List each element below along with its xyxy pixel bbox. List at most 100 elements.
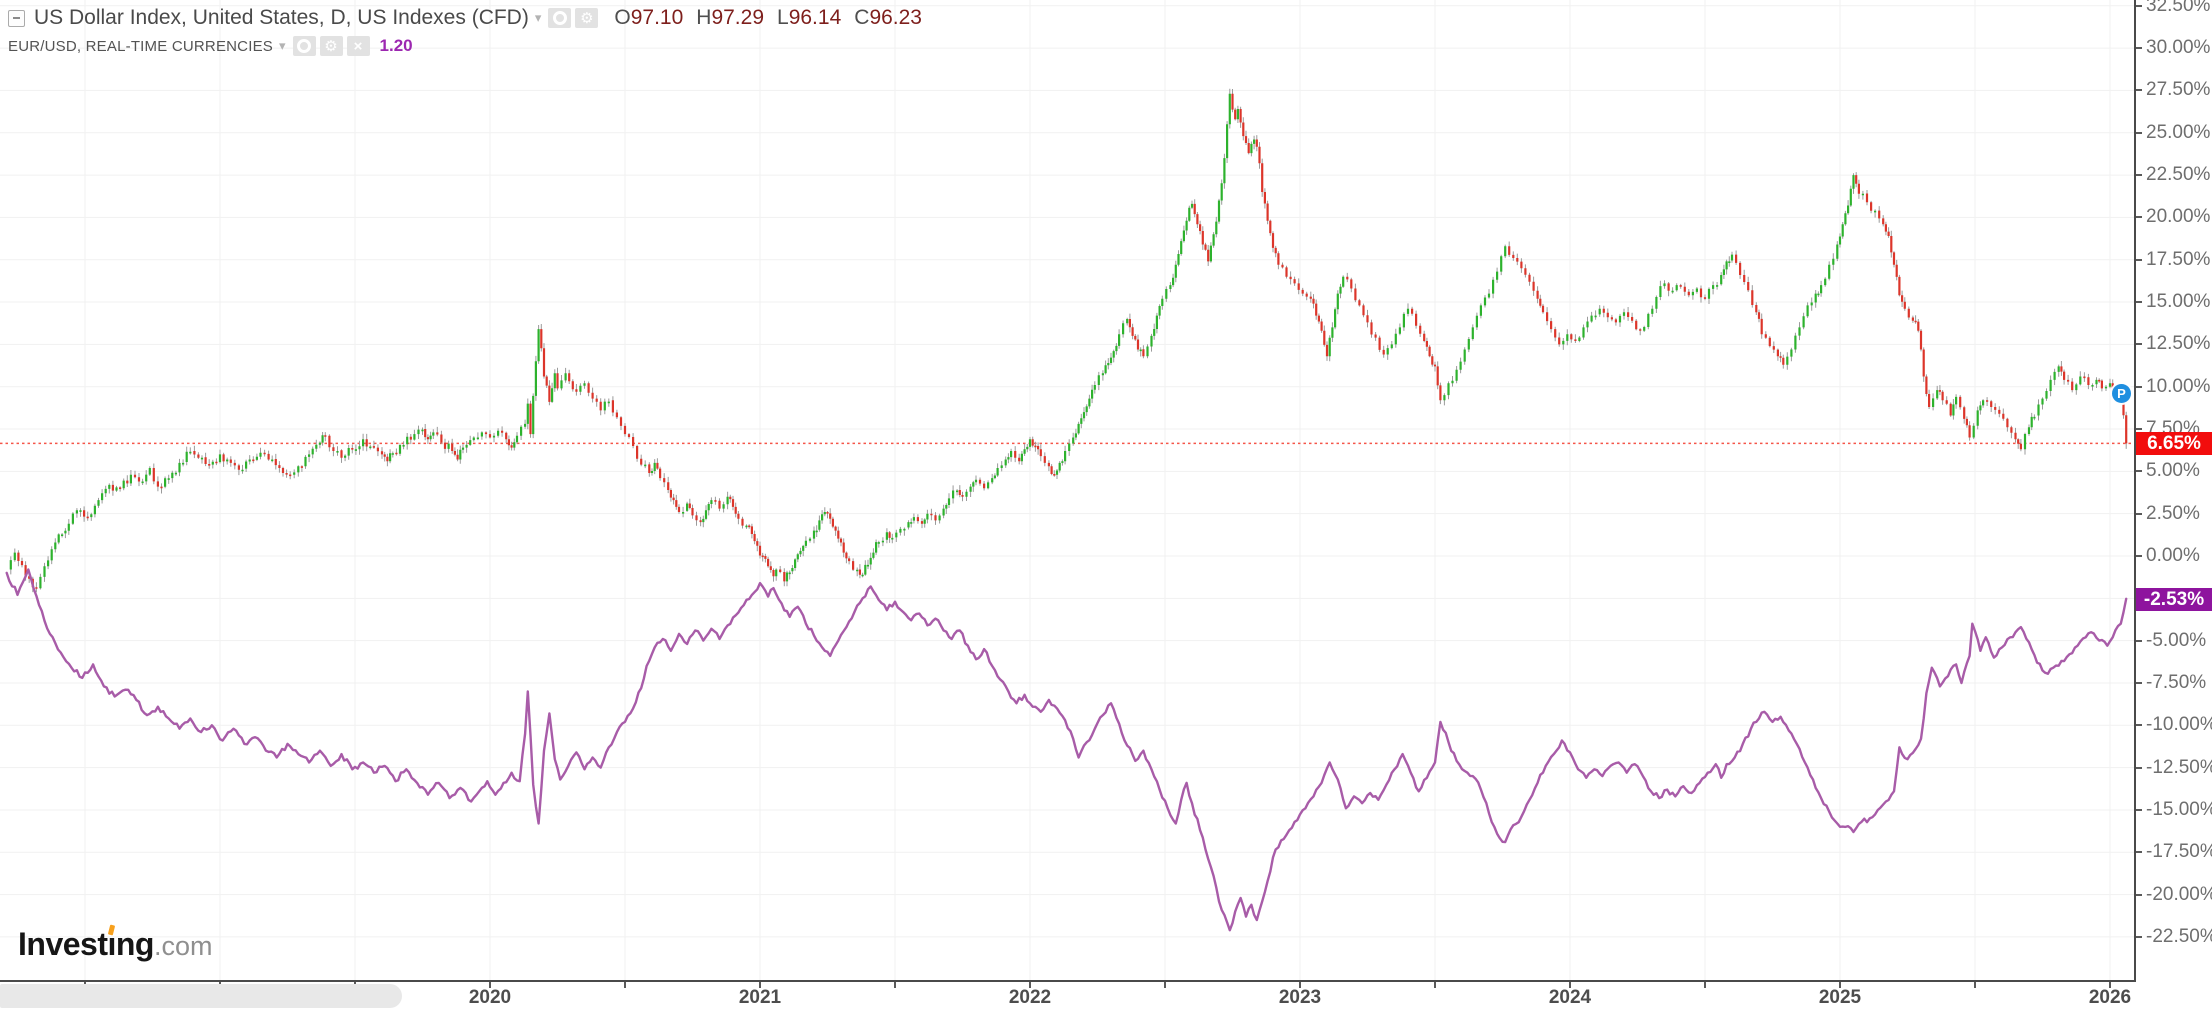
price-axis-tick (2136, 216, 2142, 219)
close-label: C (854, 6, 870, 29)
compare-symbol-value: 1.20 (379, 36, 413, 55)
price-axis-label: -7.50% (2146, 671, 2207, 693)
price-axis-label: -20.00% (2146, 883, 2212, 905)
symbol-title[interactable]: US Dollar Index, United States, D, US In… (34, 6, 529, 29)
compare-symbol-title[interactable]: EUR/USD, REAL-TIME CURRENCIES (8, 37, 273, 55)
price-axis-tick (2136, 512, 2142, 515)
price-axis-label: 15.00% (2146, 291, 2211, 313)
price-axis-tick (2136, 893, 2142, 896)
price-axis-tick (2136, 385, 2142, 388)
price-axis-label: 22.50% (2146, 164, 2211, 186)
price-axis-tick (2136, 4, 2142, 7)
eye-ring-icon (552, 11, 567, 25)
legend-row-usd-index: US Dollar Index, United States, D, US In… (8, 5, 935, 31)
close-value: 96.23 (869, 6, 922, 29)
horizontal-scrollbar-thumb[interactable] (0, 984, 402, 1008)
time-axis-tick (1974, 982, 1976, 988)
price-axis-tick (2136, 935, 2142, 938)
gear-icon: ⚙ (324, 36, 338, 55)
time-axis-tick (1704, 982, 1706, 988)
price-marker-label: P (2117, 386, 2126, 401)
legend-collapse-icon[interactable] (8, 9, 25, 27)
investing-logo: Investıng.com (18, 926, 213, 962)
price-axis-label: -12.50% (2146, 756, 2212, 778)
time-axis-year-label: 2020 (468, 987, 512, 1008)
close-icon: × (353, 37, 363, 55)
chevron-down-icon[interactable]: ▾ (534, 10, 542, 25)
open-label: O (614, 6, 631, 29)
price-axis-tick (2136, 301, 2142, 304)
remove-series-button[interactable]: × (346, 36, 370, 56)
price-axis-label: 10.00% (2146, 375, 2211, 397)
chevron-down-icon[interactable]: ▾ (279, 38, 286, 53)
gear-icon: ⚙ (580, 8, 594, 27)
time-axis-year-label: 2026 (2088, 987, 2132, 1008)
time-axis-tick (1029, 982, 1031, 988)
visibility-toggle-button[interactable] (292, 36, 316, 56)
time-axis[interactable]: 2020 2021 2022 2023 2024 2025 2026 (0, 982, 2212, 1008)
time-axis-tick (1434, 982, 1436, 988)
price-axis-tick (2136, 89, 2142, 92)
price-axis-tick (2136, 808, 2142, 811)
price-axis-tick (2136, 681, 2142, 684)
price-axis-label: 30.00% (2146, 37, 2211, 59)
price-axis-tick (2136, 343, 2142, 346)
chart-canvas (0, 0, 2134, 980)
time-axis-tick (759, 982, 761, 988)
usd-candle-wicks (10, 88, 2127, 593)
usd-candles-down (17, 93, 2128, 589)
settings-button[interactable]: ⚙ (575, 8, 599, 28)
open-value: 97.10 (630, 6, 684, 29)
price-axis-label: 25.00% (2146, 121, 2211, 143)
time-axis-tick (1839, 982, 1841, 988)
ohlc-values: O97.10 H97.29 L96.14 C96.23 (614, 6, 935, 30)
time-axis-tick (1164, 982, 1166, 988)
low-label: L (777, 6, 789, 29)
logo-orange-accent: ı (107, 926, 116, 962)
price-axis-tick (2136, 47, 2142, 50)
price-axis-tick (2136, 851, 2142, 854)
price-axis-label: 12.50% (2146, 333, 2211, 355)
price-axis-label: 5.00% (2146, 460, 2200, 482)
price-axis-label: 27.50% (2146, 79, 2211, 101)
price-axis-label: -15.00% (2146, 798, 2212, 820)
price-axis-label: 2.50% (2146, 502, 2200, 524)
time-axis-year-label: 2024 (1548, 987, 1592, 1008)
price-axis-tick (2136, 131, 2142, 134)
price-axis-label: -22.50% (2146, 925, 2212, 947)
price-axis-tick (2136, 724, 2142, 727)
time-axis-tick (894, 982, 896, 988)
price-axis-label: 32.50% (2146, 0, 2211, 16)
price-axis-tick (2136, 174, 2142, 177)
price-axis-tick (2136, 639, 2142, 642)
price-marker-p[interactable]: P (2112, 384, 2131, 403)
low-value: 96.14 (788, 6, 842, 29)
time-axis-year-label: 2023 (1278, 987, 1322, 1008)
price-chart-plot[interactable]: P (0, 0, 2134, 982)
price-axis-label: 0.00% (2146, 545, 2200, 566)
usd-candles-up (9, 93, 2122, 589)
high-value: 97.29 (711, 6, 765, 29)
high-label: H (696, 6, 712, 29)
price-axis-label: -10.00% (2146, 714, 2212, 736)
price-axis-tick (2136, 470, 2142, 473)
price-axis-tick (2136, 766, 2142, 769)
usd-last-price-badge: 6.65% (2136, 432, 2212, 455)
time-axis-year-label: 2025 (1818, 987, 1862, 1008)
price-axis-label: -5.00% (2146, 629, 2207, 651)
time-axis-tick (489, 982, 491, 988)
eurusd-line (5, 568, 2128, 932)
time-axis-year-label: 2021 (738, 987, 782, 1008)
price-axis[interactable]: 32.50% 30.00% 27.50% 25.00% 22.50% 20.00% 17.5… (2134, 0, 2212, 982)
time-axis-tick (1569, 982, 1571, 988)
price-axis-label: 20.00% (2146, 206, 2211, 228)
time-axis-tick (1299, 982, 1301, 988)
legend: US Dollar Index, United States, D, US In… (8, 5, 935, 59)
visibility-toggle-button[interactable] (548, 8, 572, 28)
settings-button[interactable]: ⚙ (319, 36, 343, 56)
time-axis-year-label: 2022 (1008, 987, 1052, 1008)
eur-last-price-badge: -2.53% (2136, 588, 2212, 611)
time-axis-tick (624, 982, 626, 988)
price-axis-label: -17.50% (2146, 841, 2212, 863)
price-axis-tick (2136, 258, 2142, 261)
